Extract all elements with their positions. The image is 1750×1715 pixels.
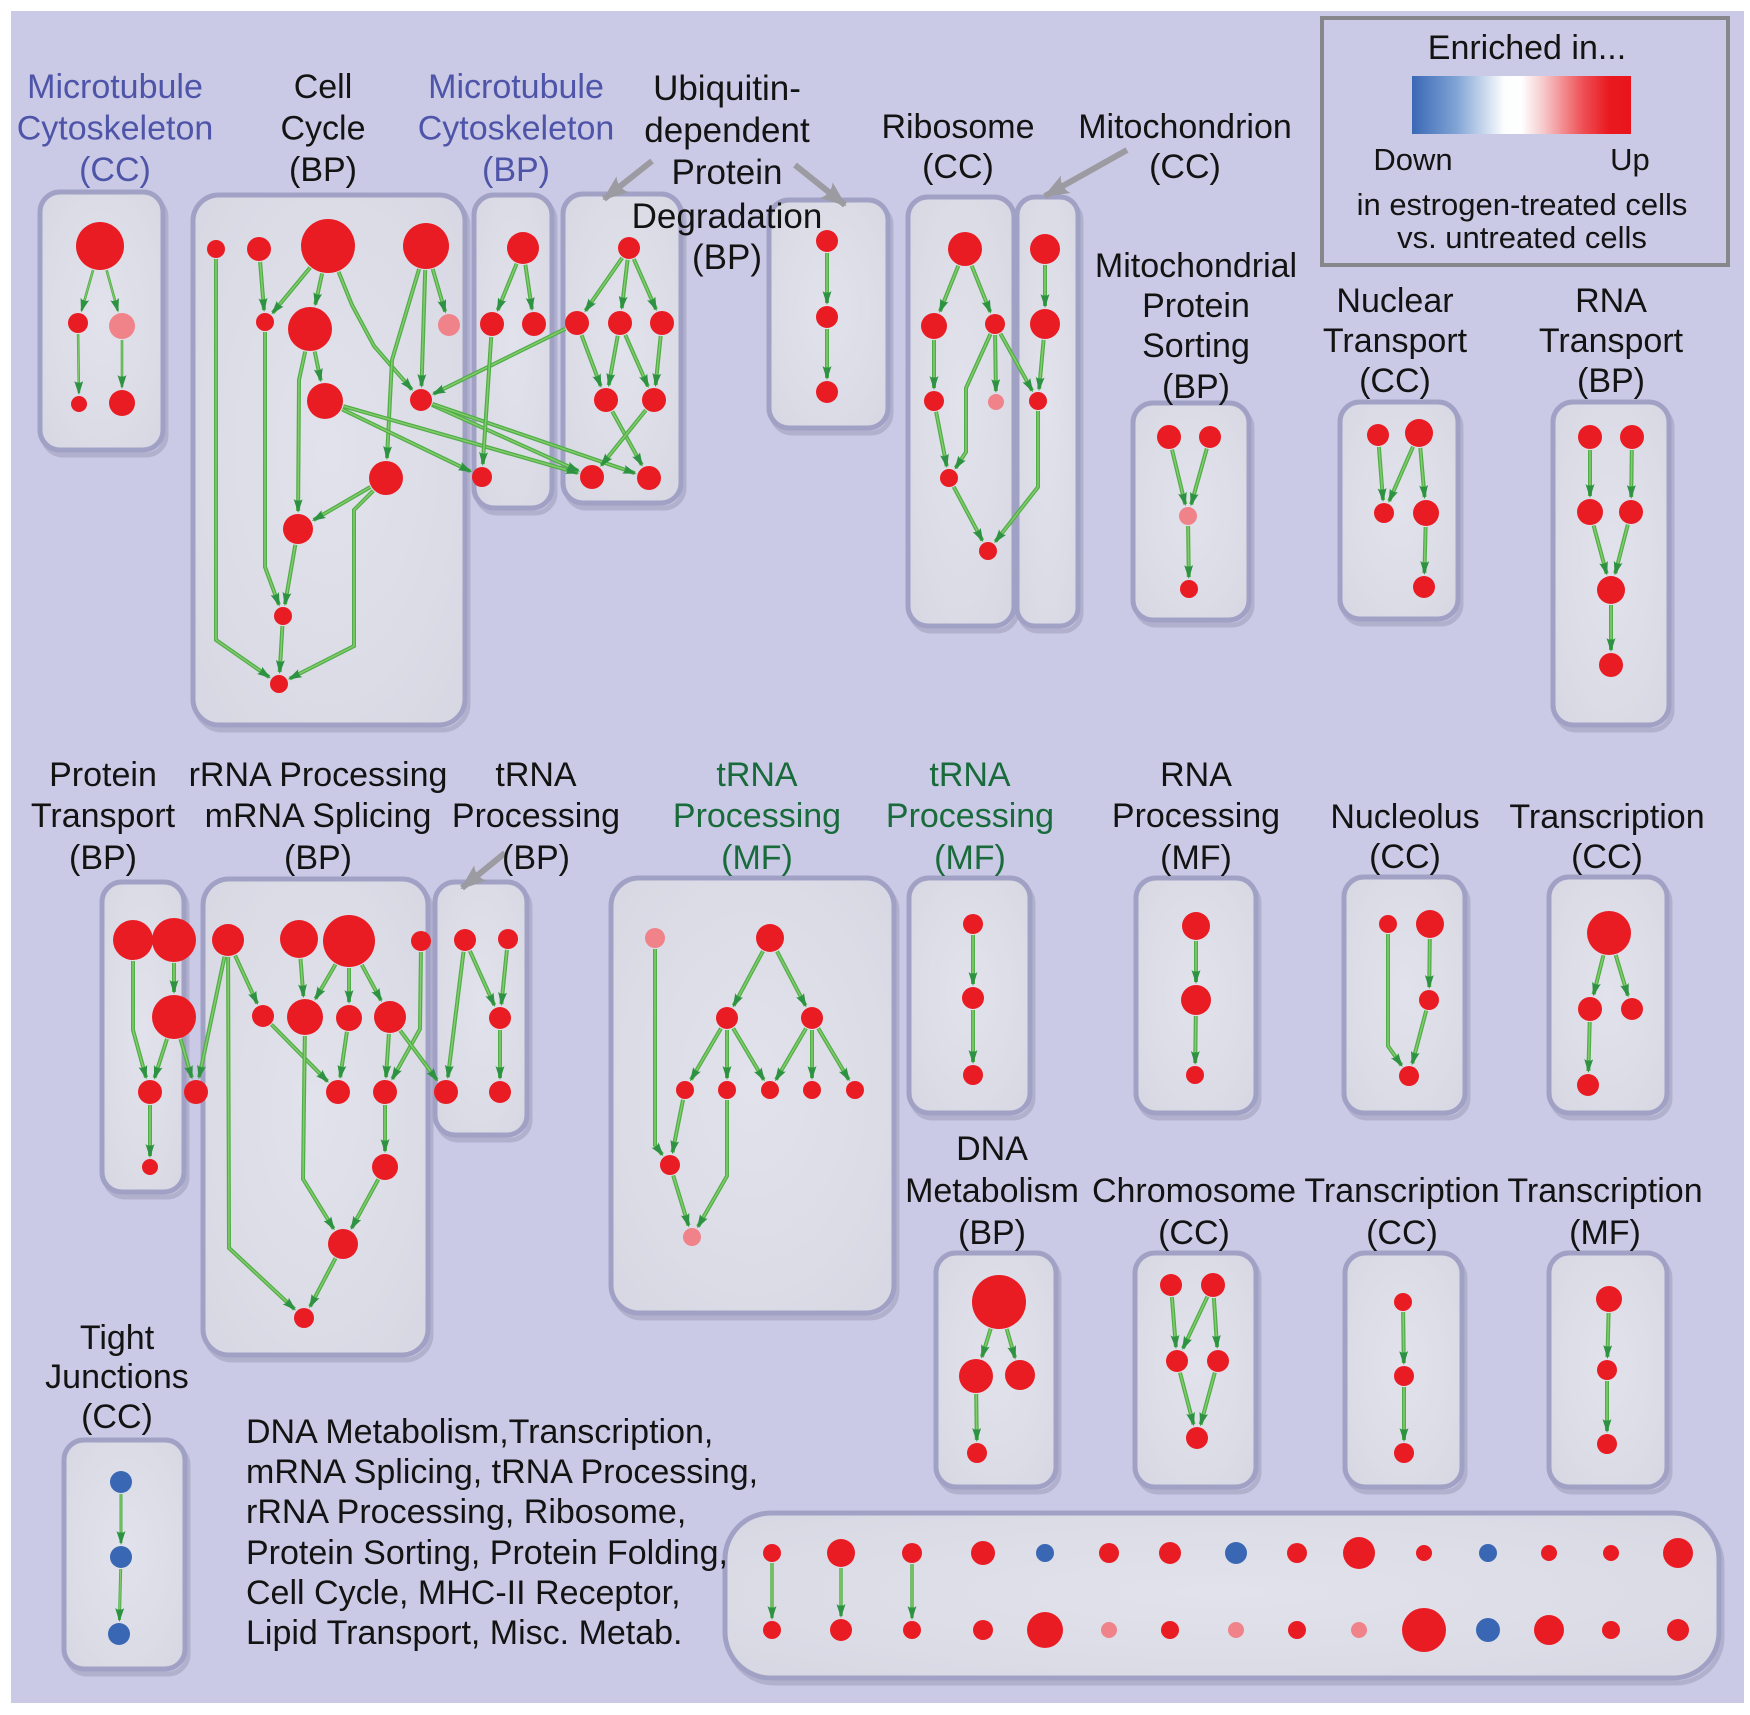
svg-text:Up: Up xyxy=(1610,142,1650,177)
svg-text:Transport: Transport xyxy=(1539,322,1684,360)
svg-text:Cytoskeleton: Cytoskeleton xyxy=(418,110,615,148)
svg-text:Protein: Protein xyxy=(1142,287,1250,325)
svg-text:Cell: Cell xyxy=(294,68,353,106)
svg-text:rRNA Processing: rRNA Processing xyxy=(189,756,448,794)
svg-text:Cell Cycle, MHC-II Receptor,: Cell Cycle, MHC-II Receptor, xyxy=(246,1574,681,1612)
svg-text:DNA: DNA xyxy=(956,1130,1028,1168)
svg-text:tRNA: tRNA xyxy=(929,756,1011,794)
svg-text:Degradation: Degradation xyxy=(632,197,823,236)
svg-text:Microtubule: Microtubule xyxy=(27,68,203,106)
svg-text:Nucleolus: Nucleolus xyxy=(1330,798,1479,836)
svg-text:Processing: Processing xyxy=(452,797,620,835)
svg-text:Sorting: Sorting xyxy=(1142,327,1250,365)
svg-text:dependent: dependent xyxy=(644,111,810,150)
svg-text:RNA: RNA xyxy=(1575,282,1647,320)
svg-text:Processing: Processing xyxy=(886,797,1054,835)
svg-text:Protein Sorting, Protein Foldi: Protein Sorting, Protein Folding, xyxy=(246,1534,728,1572)
svg-text:DNA Metabolism,Transcription,: DNA Metabolism,Transcription, xyxy=(246,1413,713,1451)
svg-text:(CC): (CC) xyxy=(81,1398,153,1436)
svg-text:tRNA: tRNA xyxy=(495,756,577,794)
svg-text:Transcription: Transcription xyxy=(1304,1172,1499,1210)
svg-text:(BP): (BP) xyxy=(1577,362,1645,400)
svg-text:Transport: Transport xyxy=(31,797,176,835)
svg-text:Microtubule: Microtubule xyxy=(428,68,604,106)
svg-text:Cytoskeleton: Cytoskeleton xyxy=(17,110,214,148)
svg-text:tRNA: tRNA xyxy=(716,756,798,794)
svg-text:Ribosome: Ribosome xyxy=(881,108,1034,146)
svg-text:Processing: Processing xyxy=(673,797,841,835)
svg-text:in estrogen-treated cells: in estrogen-treated cells xyxy=(1357,187,1688,222)
svg-text:Lipid Transport, Misc. Metab.: Lipid Transport, Misc. Metab. xyxy=(246,1614,683,1652)
svg-text:Junctions: Junctions xyxy=(45,1358,189,1396)
svg-text:(BP): (BP) xyxy=(502,839,570,877)
svg-text:(CC): (CC) xyxy=(1158,1214,1230,1252)
svg-text:vs. untreated cells: vs. untreated cells xyxy=(1397,220,1647,255)
svg-text:Transport: Transport xyxy=(1323,322,1468,360)
svg-text:(CC): (CC) xyxy=(1571,838,1643,876)
svg-text:(BP): (BP) xyxy=(692,238,762,277)
svg-text:(CC): (CC) xyxy=(1369,838,1441,876)
svg-text:(BP): (BP) xyxy=(482,151,550,189)
svg-text:(CC): (CC) xyxy=(1366,1214,1438,1252)
svg-text:mRNA Splicing, tRNA Processing: mRNA Splicing, tRNA Processing, xyxy=(246,1453,758,1491)
svg-text:Metabolism: Metabolism xyxy=(905,1172,1079,1210)
svg-text:(CC): (CC) xyxy=(1359,362,1431,400)
svg-text:(MF): (MF) xyxy=(934,839,1006,877)
svg-text:Protein: Protein xyxy=(672,153,783,192)
svg-text:(BP): (BP) xyxy=(289,151,357,189)
svg-text:rRNA Processing, Ribosome,: rRNA Processing, Ribosome, xyxy=(246,1493,686,1531)
svg-text:(MF): (MF) xyxy=(721,839,793,877)
svg-text:Transcription: Transcription xyxy=(1507,1172,1702,1210)
svg-text:Enriched in...: Enriched in... xyxy=(1428,29,1626,67)
svg-text:mRNA Splicing: mRNA Splicing xyxy=(205,797,432,835)
svg-text:(MF): (MF) xyxy=(1160,839,1232,877)
svg-text:(BP): (BP) xyxy=(1162,368,1230,406)
svg-text:Down: Down xyxy=(1373,142,1452,177)
svg-text:(BP): (BP) xyxy=(69,839,137,877)
svg-text:Processing: Processing xyxy=(1112,797,1280,835)
svg-text:Mitochondrial: Mitochondrial xyxy=(1095,247,1297,285)
svg-text:(MF): (MF) xyxy=(1569,1214,1641,1252)
svg-text:(CC): (CC) xyxy=(1149,148,1221,186)
svg-text:(BP): (BP) xyxy=(958,1214,1026,1252)
svg-text:(BP): (BP) xyxy=(284,839,352,877)
svg-text:Transcription: Transcription xyxy=(1509,798,1704,836)
svg-text:Cycle: Cycle xyxy=(280,110,365,148)
svg-text:Nuclear: Nuclear xyxy=(1336,282,1453,320)
svg-text:Mitochondrion: Mitochondrion xyxy=(1078,108,1292,146)
svg-text:RNA: RNA xyxy=(1160,756,1232,794)
svg-text:Ubiquitin-: Ubiquitin- xyxy=(653,69,801,108)
svg-text:Chromosome: Chromosome xyxy=(1092,1172,1296,1210)
svg-text:(CC): (CC) xyxy=(79,151,151,189)
svg-text:Protein: Protein xyxy=(49,756,157,794)
svg-text:Tight: Tight xyxy=(80,1319,155,1357)
svg-text:(CC): (CC) xyxy=(922,148,994,186)
